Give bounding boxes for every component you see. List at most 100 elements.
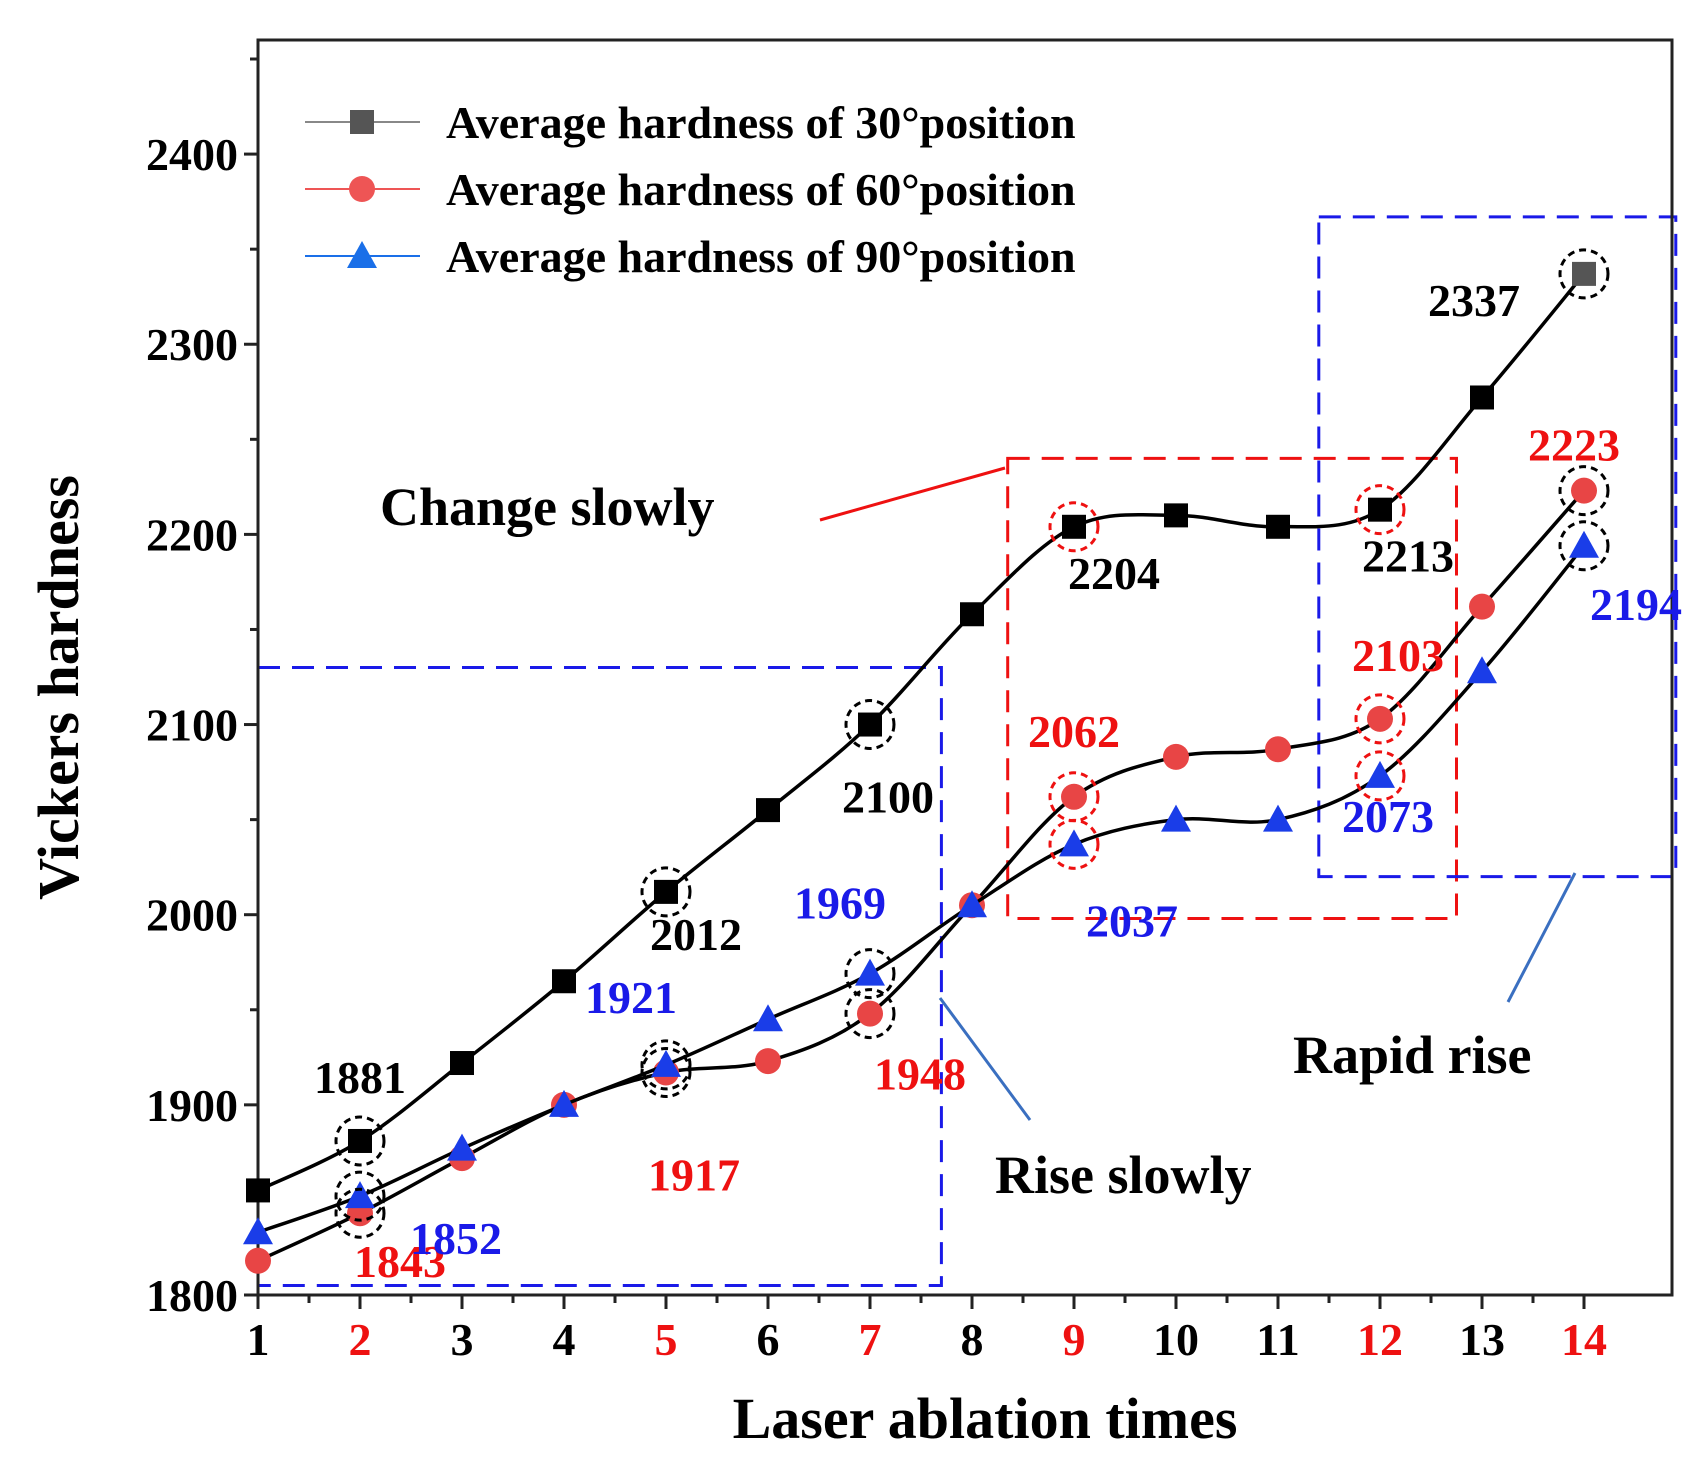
data-point xyxy=(1569,530,1599,558)
regions-layer xyxy=(256,215,1678,1287)
highlight-circle xyxy=(640,1039,692,1091)
annotation-text-2: Rise slowly xyxy=(995,1145,1252,1205)
x-tick-label: 8 xyxy=(961,1314,984,1365)
data-point xyxy=(654,879,678,904)
data-point xyxy=(245,1247,271,1274)
legend-marker xyxy=(350,110,374,134)
legend-marker xyxy=(349,176,375,202)
x-tick-label: 4 xyxy=(553,1314,576,1365)
data-label: 2012 xyxy=(650,909,742,960)
highlight-circle xyxy=(1558,248,1610,300)
highlight-circle xyxy=(334,1115,386,1167)
data-label: 1969 xyxy=(794,878,886,929)
data-label: 1948 xyxy=(874,1049,966,1100)
y-tick-label: 2400 xyxy=(146,129,238,180)
axes: 1 2 3 4 5 6 7 8 9 10 11 12 13 14180019002000210022002… xyxy=(26,38,1674,1451)
data-point xyxy=(450,1051,474,1076)
highlight-circle xyxy=(1354,484,1406,536)
data-point xyxy=(243,1217,273,1245)
data-point xyxy=(1572,261,1596,286)
y-axis-title: Vickers hardness xyxy=(26,475,91,900)
data-point xyxy=(1365,760,1395,788)
data-point xyxy=(549,1089,579,1117)
data-point xyxy=(1469,593,1495,620)
region-box-3 xyxy=(1317,215,1678,879)
annotation-leader-1 xyxy=(819,466,1006,522)
data-label: 1843 xyxy=(354,1236,446,1287)
data-point xyxy=(1470,385,1494,410)
y-tick-label: 1900 xyxy=(146,1080,238,1131)
x-tick-label: 6 xyxy=(757,1314,780,1365)
data-point xyxy=(960,602,984,627)
data-label: 2100 xyxy=(842,772,934,823)
x-tick-label: 9 xyxy=(1063,1314,1086,1365)
data-label: 2213 xyxy=(1362,531,1454,582)
series-layer xyxy=(243,261,1599,1274)
data-point xyxy=(1571,477,1597,504)
annotation-text-1: Change slowly xyxy=(380,477,715,537)
x-tick-label: 12 xyxy=(1357,1314,1403,1365)
data-point xyxy=(1164,503,1188,528)
highlight-circle xyxy=(1354,693,1406,745)
data-label: 1917 xyxy=(648,1150,740,1201)
data-point xyxy=(447,1133,477,1161)
data-label: 2223 xyxy=(1528,420,1620,471)
data-point xyxy=(855,958,885,986)
highlight-circle xyxy=(844,948,896,1000)
data-point xyxy=(1367,705,1393,732)
data-point xyxy=(1163,743,1189,770)
y-tick-label: 2200 xyxy=(146,509,238,560)
highlight-circle xyxy=(640,866,692,918)
annotation-leader-3 xyxy=(1506,872,1577,1003)
highlight-circles xyxy=(334,248,1610,1239)
data-point xyxy=(1062,514,1086,539)
data-point xyxy=(1061,783,1087,810)
highlight-circle xyxy=(1354,750,1406,802)
data-labels: 1881 2012 2100 2204 2213 2337 1843 1917 1948 2062… xyxy=(314,275,1682,1287)
y-tick-label: 2000 xyxy=(146,890,238,941)
highlight-circle xyxy=(1048,818,1100,870)
data-point xyxy=(246,1178,270,1203)
data-point xyxy=(1059,829,1089,857)
region-box-2 xyxy=(1006,456,1458,920)
data-label: 2337 xyxy=(1428,275,1520,326)
data-label: 2204 xyxy=(1068,548,1160,599)
data-point xyxy=(1266,514,1290,539)
highlight-circle xyxy=(844,699,896,751)
data-point xyxy=(957,890,987,918)
x-tick-label: 10 xyxy=(1153,1314,1199,1365)
highlight-circle xyxy=(1558,520,1610,572)
data-point xyxy=(753,1004,783,1032)
legend-marker xyxy=(347,241,377,268)
data-point xyxy=(1263,804,1293,832)
highlight-circle xyxy=(1558,465,1610,517)
data-point xyxy=(1467,656,1497,684)
data-label: 1852 xyxy=(410,1213,502,1264)
data-point xyxy=(348,1128,372,1153)
x-axis-title: Laser ablation times xyxy=(733,1386,1238,1451)
x-tick-label: 13 xyxy=(1459,1314,1505,1365)
data-point xyxy=(345,1181,375,1209)
data-label: 2062 xyxy=(1028,706,1120,757)
highlight-circle xyxy=(640,1047,692,1099)
x-tick-label: 3 xyxy=(451,1314,474,1365)
data-point xyxy=(651,1049,681,1077)
data-point xyxy=(552,969,576,994)
data-label: 1881 xyxy=(314,1052,406,1103)
x-tick-label: 2 xyxy=(349,1314,372,1365)
x-tick-label: 5 xyxy=(655,1314,678,1365)
plot-frame xyxy=(256,38,1674,1297)
legend-label: Average hardness of 60°position xyxy=(446,164,1076,215)
data-label: 1921 xyxy=(585,972,677,1023)
legend-label: Average hardness of 90°position xyxy=(446,231,1076,282)
data-point xyxy=(756,798,780,823)
x-tick-label: 14 xyxy=(1561,1314,1607,1365)
data-label: 2194 xyxy=(1590,579,1682,630)
y-tick-label: 1800 xyxy=(146,1270,238,1321)
highlight-circle xyxy=(844,988,896,1040)
data-point xyxy=(1368,497,1392,522)
data-point xyxy=(857,1000,883,1027)
highlight-circle xyxy=(1048,501,1100,553)
data-point xyxy=(858,712,882,737)
